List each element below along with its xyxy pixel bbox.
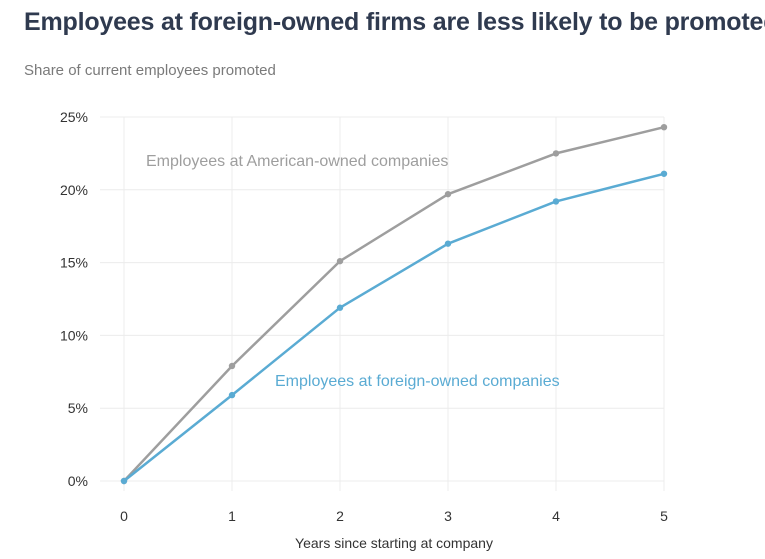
y-tick-label: 25%: [60, 109, 88, 125]
chart-subtitle: Share of current employees promoted: [24, 62, 276, 79]
gridlines: [100, 116, 665, 491]
y-axis-ticks: 0% 5% 10% 15% 20% 25%: [60, 109, 88, 489]
data-point: [660, 170, 668, 177]
series-label-1: Employees at foreign-owned companies: [275, 373, 560, 390]
y-tick-label: 5%: [68, 400, 88, 416]
series-points: [120, 123, 668, 485]
data-point: [660, 123, 668, 131]
x-tick-label: 2: [336, 508, 344, 524]
x-tick-label: 4: [552, 508, 560, 524]
data-point: [336, 304, 344, 311]
y-tick-label: 0%: [68, 473, 88, 489]
series-line-0: [123, 125, 665, 482]
series-labels: Employees at American-owned companies Emp…: [146, 153, 560, 390]
x-tick-label: 1: [228, 508, 236, 524]
x-axis-label: Years since starting at company: [295, 535, 493, 551]
data-point: [444, 240, 452, 247]
data-point: [120, 477, 128, 485]
data-point: [552, 150, 560, 157]
x-tick-label: 5: [660, 508, 668, 524]
series-lines: [123, 125, 665, 482]
data-point: [552, 198, 560, 205]
data-point: [444, 190, 452, 198]
data-point: [336, 257, 344, 265]
y-tick-label: 15%: [60, 255, 88, 271]
x-tick-label: 0: [120, 508, 128, 524]
series-line-1: [123, 172, 665, 482]
chart-title: Employees at foreign-owned firms are les…: [24, 8, 765, 36]
y-tick-label: 20%: [60, 182, 88, 198]
x-tick-label: 3: [444, 508, 452, 524]
data-point: [228, 391, 236, 399]
series-label-0: Employees at American-owned companies: [146, 153, 448, 170]
x-axis-ticks: 0 1 2 3 4 5: [120, 508, 668, 524]
y-tick-label: 10%: [60, 327, 88, 343]
data-point: [228, 362, 236, 370]
